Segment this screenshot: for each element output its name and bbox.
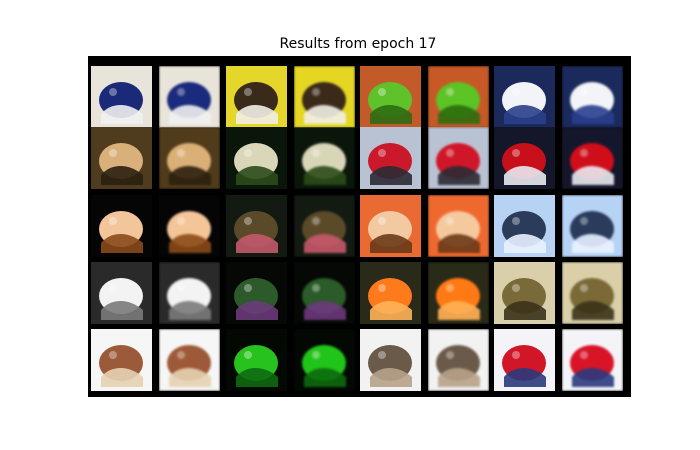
tile-illustration [159, 329, 220, 391]
original-image-tile [226, 195, 287, 257]
reconstructed-image-tile [562, 195, 623, 257]
original-image-tile [91, 329, 152, 391]
tile-illustration [494, 329, 555, 391]
original-image-tile [91, 66, 152, 128]
tile-illustration [159, 127, 220, 189]
tile-illustration [562, 329, 623, 391]
reconstructed-image-tile [562, 127, 623, 189]
original-image-tile [360, 66, 421, 128]
original-image-tile [494, 66, 555, 128]
reconstructed-image-tile [428, 262, 489, 324]
reconstructed-image-tile [294, 262, 355, 324]
tile-illustration [494, 66, 555, 128]
tile-illustration [494, 195, 555, 257]
tile-illustration [91, 195, 152, 257]
tile-illustration [360, 66, 421, 128]
reconstructed-image-tile [294, 66, 355, 128]
original-image-tile [494, 262, 555, 324]
tile-illustration [159, 262, 220, 324]
original-image-tile [91, 127, 152, 189]
tile-illustration [91, 329, 152, 391]
tile-illustration [226, 66, 287, 128]
tile-illustration [562, 195, 623, 257]
reconstructed-image-tile [428, 329, 489, 391]
tile-illustration [428, 262, 489, 324]
reconstructed-image-tile [562, 66, 623, 128]
tile-illustration [360, 329, 421, 391]
tile-illustration [562, 127, 623, 189]
original-image-tile [360, 195, 421, 257]
tile-illustration [91, 127, 152, 189]
original-image-tile [226, 262, 287, 324]
reconstructed-image-tile [562, 262, 623, 324]
tile-illustration [562, 66, 623, 128]
tile-illustration [226, 127, 287, 189]
tile-illustration [360, 262, 421, 324]
tile-illustration [159, 66, 220, 128]
original-image-tile [360, 262, 421, 324]
reconstructed-image-tile [159, 329, 220, 391]
tile-illustration [360, 127, 421, 189]
tile-illustration [428, 329, 489, 391]
tile-illustration [428, 66, 489, 128]
original-image-tile [226, 329, 287, 391]
tile-illustration [91, 66, 152, 128]
original-image-tile [360, 127, 421, 189]
tile-illustration [294, 262, 355, 324]
tile-illustration [428, 195, 489, 257]
original-image-tile [494, 329, 555, 391]
original-image-tile [494, 127, 555, 189]
tile-illustration [226, 329, 287, 391]
reconstructed-image-tile [428, 66, 489, 128]
reconstructed-image-tile [159, 66, 220, 128]
original-image-tile [91, 195, 152, 257]
tile-illustration [226, 195, 287, 257]
original-image-tile [226, 66, 287, 128]
tile-illustration [494, 127, 555, 189]
original-image-tile [360, 329, 421, 391]
reconstructed-image-tile [294, 127, 355, 189]
original-image-tile [91, 262, 152, 324]
tile-illustration [91, 262, 152, 324]
reconstructed-image-tile [159, 127, 220, 189]
reconstructed-image-tile [159, 262, 220, 324]
tile-illustration [428, 127, 489, 189]
reconstructed-image-tile [562, 329, 623, 391]
tile-illustration [294, 66, 355, 128]
reconstructed-image-tile [294, 329, 355, 391]
reconstructed-image-tile [294, 195, 355, 257]
tile-illustration [294, 127, 355, 189]
reconstructed-image-tile [428, 195, 489, 257]
original-image-tile [494, 195, 555, 257]
tile-illustration [360, 195, 421, 257]
tile-illustration [226, 262, 287, 324]
original-image-tile [226, 127, 287, 189]
tile-illustration [294, 195, 355, 257]
reconstructed-image-tile [428, 127, 489, 189]
tile-illustration [294, 329, 355, 391]
image-grid [88, 56, 631, 397]
tile-illustration [494, 262, 555, 324]
figure-title: Results from epoch 17 [279, 36, 437, 52]
tile-illustration [562, 262, 623, 324]
reconstructed-image-tile [159, 195, 220, 257]
tile-illustration [159, 195, 220, 257]
